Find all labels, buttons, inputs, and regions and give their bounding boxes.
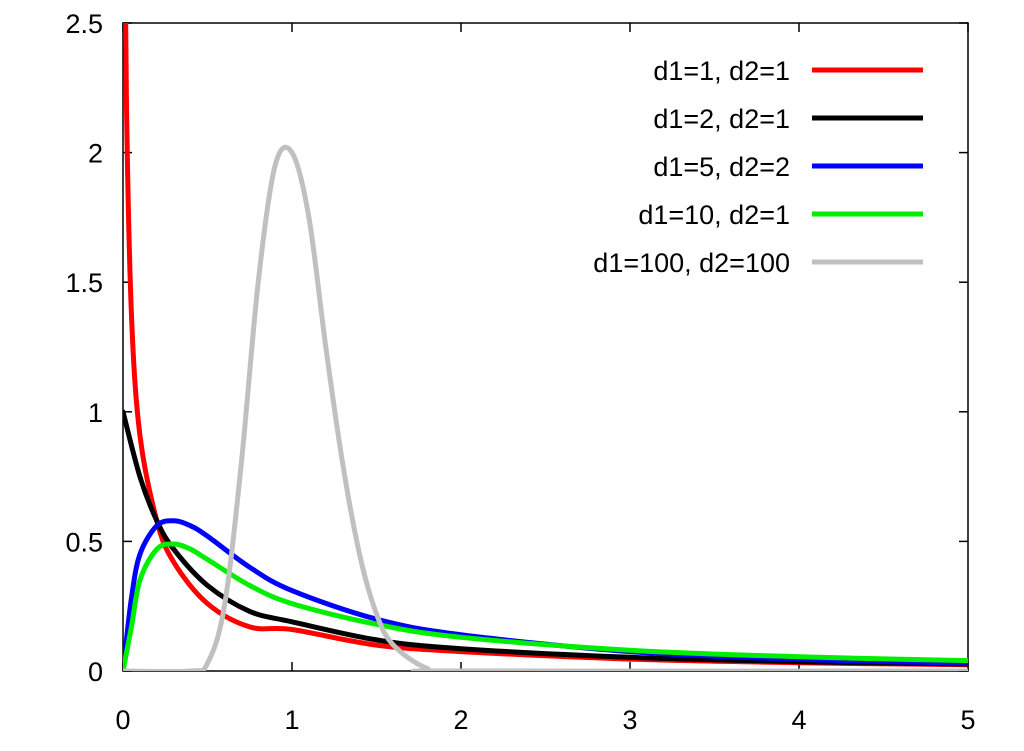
y-tick-label: 2.5: [65, 9, 103, 39]
y-tick-label: 1.5: [65, 268, 103, 298]
legend-label-2: d1=2, d2=1: [653, 104, 790, 134]
x-tick-label: 0: [115, 705, 130, 735]
y-tick-label: 1: [88, 398, 103, 428]
y-tick-label: 2: [88, 139, 103, 169]
series-line-5: [123, 144, 968, 671]
x-tick-label: 2: [453, 705, 468, 735]
legend-label-4: d1=10, d2=1: [638, 200, 790, 230]
y-tick-label: 0.5: [65, 527, 103, 557]
series-line-2: [123, 409, 968, 667]
tick-labels: 0 1 2 3 4 5 0 0.5 1 1.5 2 2.5: [65, 9, 975, 735]
x-tick-label: 3: [622, 705, 637, 735]
legend-label-5: d1=100, d2=100: [593, 248, 790, 278]
legend-label-1: d1=1, d2=1: [653, 56, 790, 86]
legend: d1=1, d2=1 d1=2, d2=1 d1=5, d2=2 d1=10, d2=…: [593, 56, 923, 278]
x-tick-label: 5: [960, 705, 975, 735]
series-layer: [123, 23, 968, 671]
y-tick-label: 0: [88, 657, 103, 687]
x-tick-label: 1: [284, 705, 299, 735]
legend-label-3: d1=5, d2=2: [653, 152, 790, 182]
x-tick-label: 4: [791, 705, 806, 735]
series-line-4: [123, 541, 968, 671]
series-line-3: [123, 518, 968, 671]
